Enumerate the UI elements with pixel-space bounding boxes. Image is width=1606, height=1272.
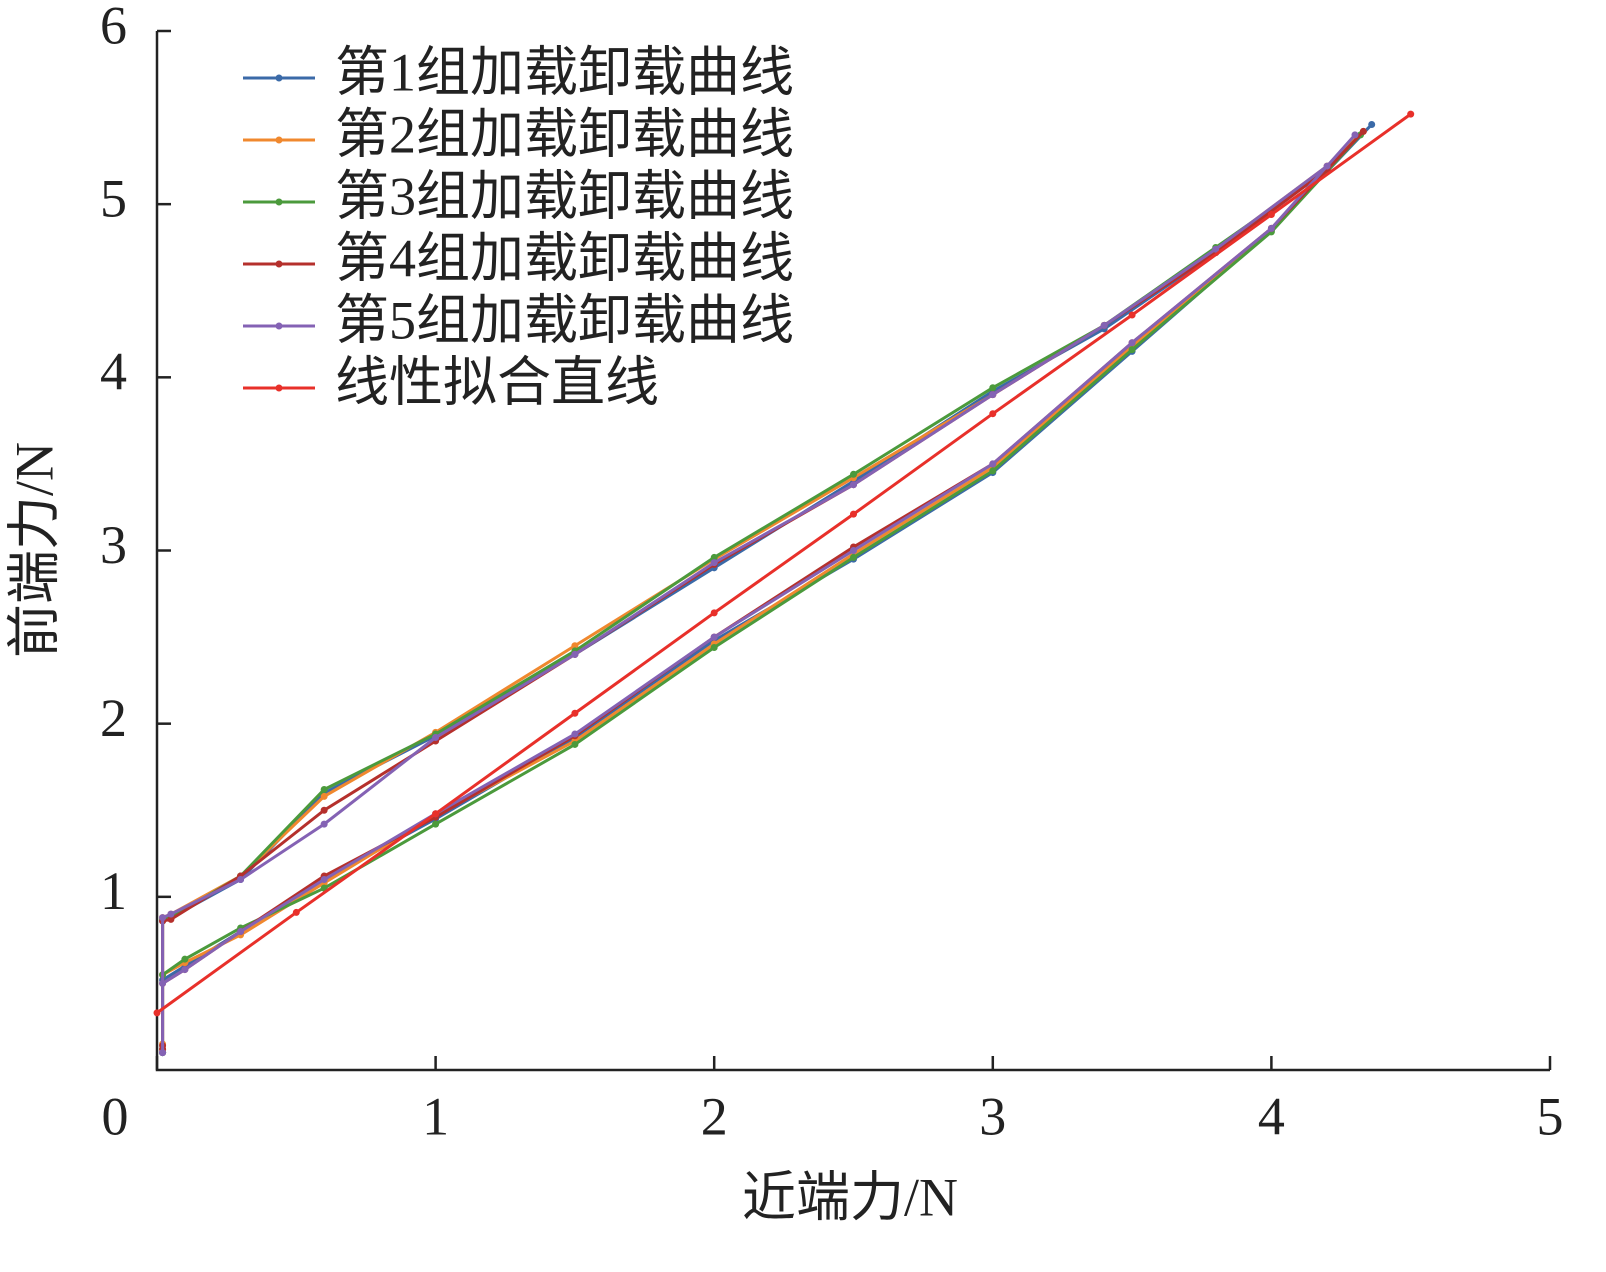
point — [850, 470, 857, 478]
series-line — [161, 133, 1357, 1053]
y-tick-label: 3 — [100, 515, 127, 575]
point — [850, 547, 857, 554]
y-tick-label: 4 — [100, 342, 127, 402]
legend-label: 第4组加载卸载曲线 — [335, 228, 794, 288]
legend-label: 第3组加载卸载曲线 — [335, 166, 794, 226]
point — [1212, 245, 1220, 253]
y-tick-label: 6 — [100, 0, 127, 55]
y-tick-label: 2 — [100, 688, 127, 748]
point — [710, 553, 718, 561]
point — [159, 1049, 167, 1057]
point — [1128, 311, 1136, 319]
point — [710, 609, 718, 617]
legend-marker — [275, 74, 283, 82]
point — [167, 915, 175, 923]
legend-label: 线性拟合直线 — [335, 352, 659, 412]
point — [571, 650, 579, 658]
point — [989, 384, 997, 392]
point — [571, 730, 579, 738]
y-axis-label: 前端力/N — [4, 442, 64, 658]
point — [1323, 162, 1331, 170]
point — [432, 820, 440, 828]
x-tick-label: 3 — [979, 1086, 1006, 1146]
point — [850, 553, 857, 561]
point — [571, 740, 579, 748]
x-tick-label: 5 — [1537, 1086, 1564, 1146]
x-tick-label: 1 — [422, 1086, 449, 1146]
point — [571, 709, 579, 717]
legend-marker — [275, 136, 283, 144]
point — [989, 467, 997, 475]
legend-marker — [275, 322, 283, 330]
point — [710, 559, 718, 567]
point — [1267, 211, 1275, 219]
point — [1368, 121, 1376, 129]
point — [989, 410, 997, 418]
x-tick-label: 2 — [701, 1086, 728, 1146]
point — [159, 914, 167, 922]
point — [432, 810, 440, 818]
point — [167, 910, 175, 918]
point — [989, 391, 997, 399]
point — [432, 734, 440, 742]
point — [292, 908, 300, 916]
point — [159, 979, 167, 987]
legend-marker — [275, 260, 283, 268]
y-tick-label: 1 — [100, 861, 127, 921]
x-tick-label: 4 — [1258, 1086, 1285, 1146]
legend-marker — [275, 384, 283, 392]
point — [1128, 346, 1136, 354]
point — [710, 643, 718, 651]
point — [1351, 131, 1359, 139]
point — [1359, 127, 1367, 135]
series-line — [156, 112, 1412, 1015]
x-tick-label: 0 — [102, 1086, 129, 1146]
point — [320, 806, 328, 814]
point — [710, 633, 718, 641]
point — [320, 792, 328, 800]
point — [237, 927, 245, 935]
point — [153, 1009, 161, 1017]
y-tick-label: 5 — [100, 169, 127, 229]
point — [181, 966, 189, 974]
point — [571, 642, 579, 650]
point — [1407, 110, 1415, 118]
point — [320, 876, 328, 884]
point — [1267, 224, 1275, 232]
legend-label: 第2组加载卸载曲线 — [335, 104, 794, 164]
point — [320, 820, 328, 828]
point — [989, 460, 997, 468]
series-line — [161, 130, 1365, 1050]
legend-marker — [275, 198, 283, 206]
point — [320, 785, 328, 793]
legend-label: 第5组加载卸载曲线 — [335, 290, 794, 350]
point — [850, 510, 857, 518]
point — [850, 481, 857, 489]
point — [1128, 339, 1136, 347]
point — [237, 876, 245, 884]
legend-label: 第1组加载卸载曲线 — [335, 42, 794, 102]
point — [181, 955, 189, 963]
point — [1100, 321, 1108, 329]
x-axis-label: 近端力/N — [742, 1167, 958, 1227]
